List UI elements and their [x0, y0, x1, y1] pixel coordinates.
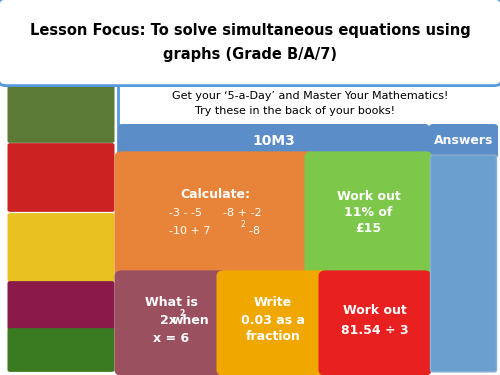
FancyBboxPatch shape	[0, 0, 500, 86]
FancyBboxPatch shape	[8, 143, 115, 212]
FancyBboxPatch shape	[304, 152, 432, 278]
Text: 11% of: 11% of	[344, 206, 393, 219]
FancyBboxPatch shape	[216, 270, 330, 375]
Text: 2: 2	[240, 220, 246, 229]
Text: Lesson Focus: To solve simultaneous equations using: Lesson Focus: To solve simultaneous equa…	[30, 22, 470, 38]
Text: Get your ‘5-a-Day’ and Master Your Mathematics!: Get your ‘5-a-Day’ and Master Your Mathe…	[172, 91, 448, 101]
Text: £15: £15	[356, 222, 382, 235]
Text: Write: Write	[254, 297, 292, 309]
Text: 0.03 as a: 0.03 as a	[241, 314, 305, 327]
Text: What is: What is	[144, 297, 198, 309]
Text: x = 6: x = 6	[153, 333, 189, 345]
FancyBboxPatch shape	[430, 155, 496, 372]
Text: Try these in the back of your books!: Try these in the back of your books!	[195, 106, 395, 116]
Text: graphs (Grade B/A/7): graphs (Grade B/A/7)	[163, 48, 337, 63]
FancyBboxPatch shape	[118, 124, 429, 158]
FancyBboxPatch shape	[114, 152, 316, 278]
Text: 2x: 2x	[160, 314, 176, 327]
Text: Calculate:: Calculate:	[180, 188, 250, 201]
Text: 81.54 ÷ 3: 81.54 ÷ 3	[341, 324, 409, 338]
FancyBboxPatch shape	[429, 124, 498, 158]
FancyBboxPatch shape	[8, 213, 115, 282]
Text: when: when	[171, 314, 209, 327]
Text: Work out: Work out	[343, 304, 407, 318]
Text: -3 - -5      -8 + -2: -3 - -5 -8 + -2	[168, 207, 262, 218]
Text: Work out: Work out	[336, 190, 400, 203]
FancyBboxPatch shape	[8, 281, 115, 330]
Text: fraction: fraction	[246, 330, 300, 344]
FancyBboxPatch shape	[318, 270, 432, 375]
FancyBboxPatch shape	[8, 328, 115, 372]
Text: 10M3: 10M3	[252, 134, 295, 148]
Text: -10 + 7           -8: -10 + 7 -8	[170, 226, 260, 237]
FancyBboxPatch shape	[8, 81, 115, 143]
Text: 2: 2	[180, 309, 184, 318]
FancyBboxPatch shape	[114, 270, 228, 375]
Text: Answers: Answers	[434, 135, 493, 147]
